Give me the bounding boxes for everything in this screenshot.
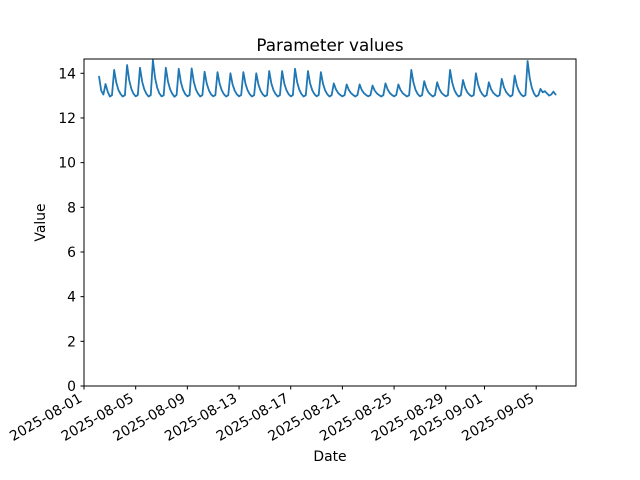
y-tick-label: 14 bbox=[58, 66, 76, 82]
y-axis-label: Value bbox=[33, 203, 49, 241]
chart-title: Parameter values bbox=[256, 35, 403, 55]
y-tick-label: 8 bbox=[67, 200, 76, 216]
y-tick-label: 4 bbox=[67, 290, 76, 306]
data-line bbox=[98, 59, 557, 98]
y-tick-label: 10 bbox=[58, 156, 76, 172]
y-tick-label: 12 bbox=[58, 111, 76, 127]
y-tick-label: 6 bbox=[67, 245, 76, 261]
plot-area bbox=[83, 58, 577, 387]
y-tick-label: 2 bbox=[67, 334, 76, 350]
x-axis-label: Date bbox=[313, 449, 346, 465]
y-tick-label: 0 bbox=[67, 379, 76, 395]
